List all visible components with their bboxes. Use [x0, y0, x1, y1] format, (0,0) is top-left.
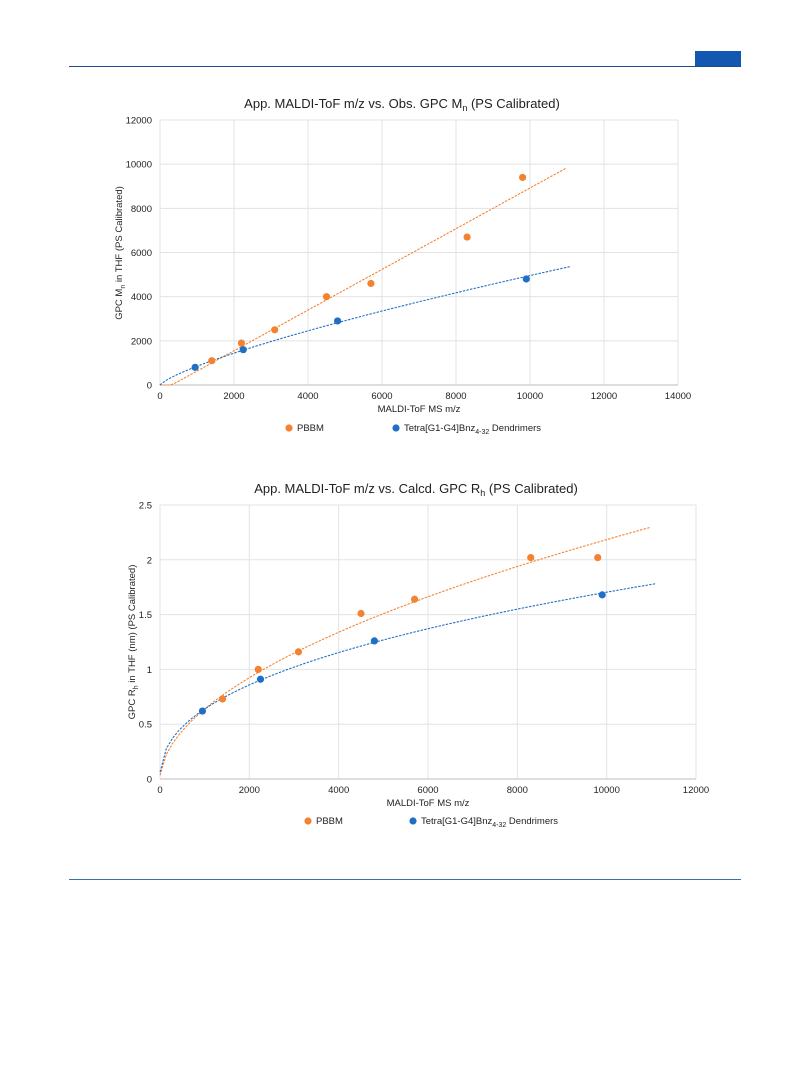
mn-chart: App. MALDI-ToF m/z vs. Obs. GPC Mn (PS C… [114, 96, 691, 436]
legend-marker-pbbm [285, 424, 293, 432]
header-tab [695, 51, 741, 66]
data-point-series-0 [208, 357, 216, 365]
data-point-series-0 [367, 279, 375, 288]
data-point-series-1 [198, 707, 207, 715]
y-tick-label: 10000 [126, 160, 152, 171]
x-tick-label: 8000 [507, 785, 528, 796]
data-point-series-1 [334, 317, 342, 325]
y-tick-label: 2000 [131, 336, 152, 347]
x-tick-label: 14000 [665, 391, 691, 402]
footer-rule [69, 879, 741, 880]
trendline-series-1 [159, 265, 571, 386]
data-point-series-1 [370, 637, 378, 645]
data-point-series-0 [237, 339, 245, 347]
x-tick-label: 4000 [297, 391, 318, 402]
x-tick-label: 6000 [371, 391, 392, 402]
trendlines [159, 526, 656, 776]
legend: PBBM Tetra[G1-G4]Bnz4-32 Dendrimers [304, 816, 558, 829]
data-point-series-1 [598, 591, 606, 599]
header-rule [69, 66, 741, 67]
data-point-series-0 [218, 695, 227, 703]
legend: PBBM Tetra[G1-G4]Bnz4-32 Dendrimers [285, 423, 541, 436]
y-axis-label: GPC Rh in THF (nm) (PS Calibrated) [127, 565, 140, 720]
legend-label-dendrimers: Tetra[G1-G4]Bnz4-32 Dendrimers [421, 816, 558, 829]
data-point-series-1 [191, 363, 199, 371]
x-tick-label: 8000 [445, 391, 466, 402]
legend-marker-dendrimers [392, 424, 400, 432]
chart-title: App. MALDI-ToF m/z vs. Calcd. GPC Rh (PS… [254, 481, 578, 498]
y-tick-label: 0 [147, 775, 152, 786]
data-points [198, 554, 606, 715]
x-tick-label: 6000 [417, 785, 438, 796]
y-tick-label: 4000 [131, 292, 152, 303]
x-tick-label: 4000 [328, 785, 349, 796]
x-tick-label: 10000 [517, 391, 543, 402]
data-point-series-0 [594, 554, 602, 562]
data-point-series-0 [411, 595, 419, 603]
data-point-series-0 [357, 609, 365, 618]
y-tick-label: 12000 [126, 116, 152, 127]
y-tick-label: 8000 [131, 204, 152, 215]
legend-label-pbbm: PBBM [316, 816, 343, 827]
data-point-series-1 [239, 346, 247, 354]
data-points [191, 173, 530, 371]
y-tick-label: 1.5 [139, 610, 152, 621]
y-tick-label: 6000 [131, 248, 152, 259]
legend-marker-pbbm [304, 817, 312, 825]
legend-label-dendrimers: Tetra[G1-G4]Bnz4-32 Dendrimers [404, 423, 541, 436]
trendline-series-1 [159, 583, 656, 773]
x-axis-label: MALDI-ToF MS m/z [387, 798, 470, 809]
trendline-series-0 [159, 167, 567, 386]
chart-title: App. MALDI-ToF m/z vs. Obs. GPC Mn (PS C… [244, 96, 560, 113]
y-tick-label: 0.5 [139, 720, 152, 731]
data-point-series-0 [254, 665, 262, 674]
data-point-series-0 [527, 554, 535, 562]
data-point-series-0 [322, 293, 331, 301]
data-point-series-0 [271, 326, 279, 334]
trendlines [159, 167, 571, 386]
y-axis-label: GPC Mn in THF (PS Calibrated) [114, 186, 127, 320]
data-point-series-0 [463, 233, 471, 241]
x-tick-label: 10000 [593, 785, 619, 796]
y-tick-label: 2.5 [139, 501, 152, 512]
y-tick-label: 1 [147, 665, 152, 676]
data-point-series-0 [519, 173, 527, 182]
legend-label-pbbm: PBBM [297, 423, 324, 434]
rh-chart: App. MALDI-ToF m/z vs. Calcd. GPC Rh (PS… [127, 481, 709, 829]
x-tick-label: 2000 [239, 785, 260, 796]
legend-marker-dendrimers [409, 817, 417, 825]
y-tick-label: 0 [147, 381, 152, 392]
data-point-series-1 [256, 675, 265, 683]
x-axis-label: MALDI-ToF MS m/z [378, 404, 461, 415]
x-tick-label: 0 [157, 785, 162, 796]
data-point-series-1 [522, 275, 530, 283]
chart-grid [159, 504, 697, 780]
x-tick-label: 12000 [683, 785, 709, 796]
y-tick-label: 2 [147, 555, 152, 566]
x-tick-label: 2000 [223, 391, 244, 402]
trendline-series-0 [159, 526, 651, 776]
x-tick-label: 12000 [591, 391, 617, 402]
x-tick-label: 0 [157, 391, 162, 402]
data-point-series-0 [294, 648, 303, 656]
